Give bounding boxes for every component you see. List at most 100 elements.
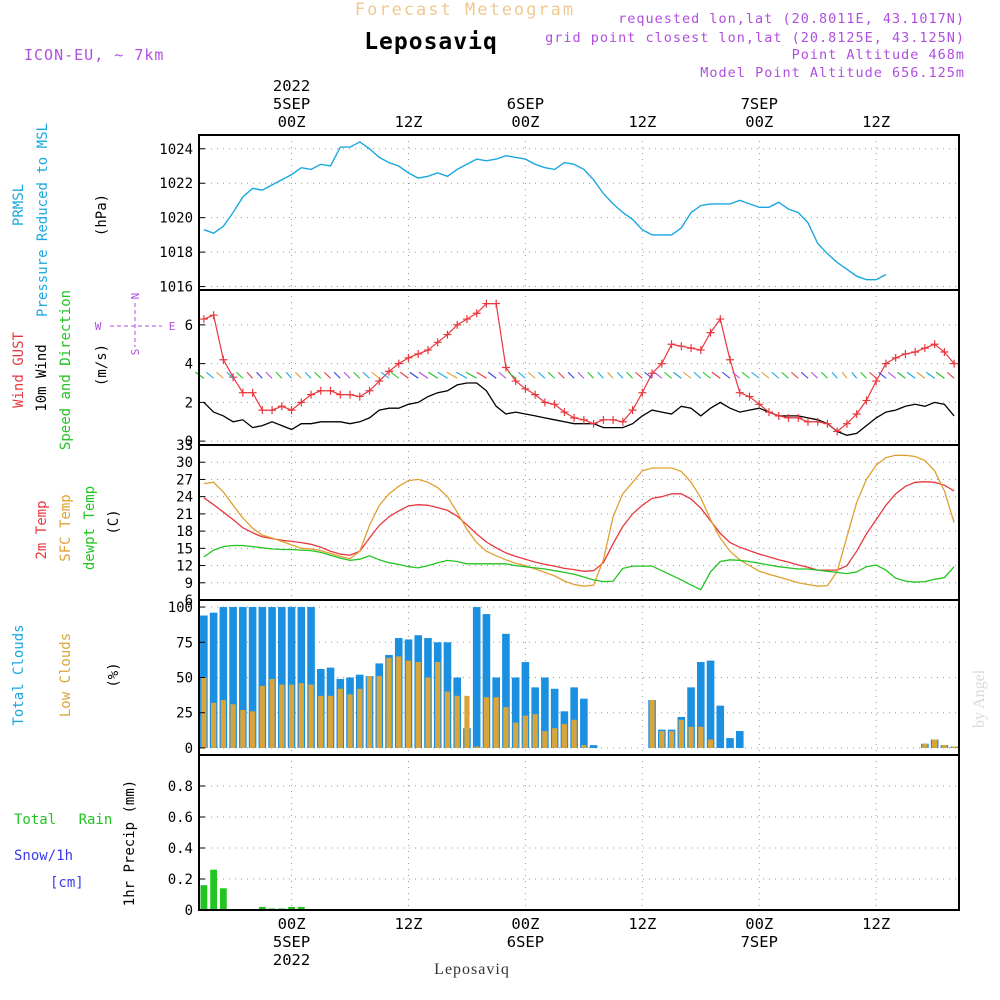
- gust-marker: [901, 349, 910, 358]
- low-cloud-bar: [668, 731, 675, 748]
- precip-legend-rain: Total Rain: [14, 812, 112, 828]
- wind-direction-arrow: [527, 371, 536, 379]
- requested-coords: requested lon,lat (20.8011E, 43.1017N): [618, 11, 965, 27]
- total-cloud-bar: [589, 745, 598, 748]
- gust-marker: [385, 367, 393, 376]
- low-cloud-bar: [444, 691, 451, 748]
- ytick-label-pressure-0: 1016: [159, 280, 193, 296]
- top-time-label-2-0: 6SEP: [507, 95, 544, 113]
- top-time-label-3-0: 12Z: [628, 113, 656, 131]
- bottom-time-label-3-0: 12Z: [628, 915, 656, 933]
- ytick-label-pressure-4: 1024: [159, 142, 193, 158]
- axis-layer: 1016101810201022102402466912151821242730…: [159, 77, 890, 969]
- wind-direction-arrow: [427, 371, 439, 379]
- bottom-time-label-0-2: 2022: [273, 951, 310, 969]
- wind-direction-arrow: [216, 371, 224, 379]
- gust-marker: [677, 342, 686, 351]
- total-cloud-bar: [268, 607, 276, 748]
- low-cloud-bar: [552, 728, 558, 748]
- wind-direction-arrow: [371, 371, 380, 379]
- gust-marker: [316, 386, 325, 395]
- temp-label-dew: dewpt Temp: [82, 486, 98, 570]
- wind-direction-arrow: [547, 371, 556, 379]
- low-cloud-bar: [542, 731, 548, 748]
- wind-direction-arrow: [294, 371, 302, 379]
- gust-marker: [570, 413, 579, 422]
- gust-marker: [540, 398, 549, 407]
- low-cloud-bar: [308, 684, 314, 748]
- low-cloud-bar: [318, 695, 324, 748]
- wind-panel-labels: Wind GUST 10m Wind Speed and Direction (…: [11, 290, 175, 450]
- wind-direction-arrow: [537, 371, 546, 379]
- rain-bar: [219, 888, 227, 910]
- total-cloud-bar: [521, 662, 530, 748]
- location-title: Leposaviq: [364, 29, 498, 55]
- total-cloud-bar: [278, 607, 286, 748]
- ytick-label-wind-1: 2: [185, 395, 193, 411]
- cloud-label-unit: (%): [106, 662, 122, 687]
- gust-marker: [803, 417, 812, 426]
- total-cloud-bar: [229, 607, 237, 748]
- temp-2m-line: [203, 481, 955, 572]
- gust-marker: [599, 415, 608, 424]
- low-cloud-bar: [298, 683, 304, 748]
- wind-direction-arrow: [800, 371, 809, 379]
- wind-direction-arrow: [635, 371, 643, 379]
- gust-marker: [784, 413, 793, 422]
- ytick-label-precipitation-4: 0.8: [168, 779, 193, 795]
- wind-direction-arrow: [409, 371, 419, 379]
- low-cloud-bar: [269, 678, 275, 748]
- low-cloud-bar: [951, 746, 957, 748]
- wind-direction-arrow: [476, 371, 487, 379]
- low-cloud-bar: [922, 743, 928, 748]
- gust-marker: [774, 411, 783, 420]
- gust-marker: [920, 344, 929, 353]
- gust-marker: [394, 359, 403, 368]
- ytick-label-precipitation-3: 0.6: [168, 810, 193, 826]
- panel-frame-precipitation: [198, 754, 960, 911]
- rain-bar: [288, 906, 295, 910]
- panel-frame-pressure: [198, 134, 960, 291]
- ytick-label-temperature-9: 33: [176, 438, 193, 454]
- gust-marker: [492, 299, 501, 308]
- low-cloud-bar: [503, 707, 509, 748]
- rain-bar: [200, 885, 208, 910]
- low-cloud-bar: [464, 695, 470, 748]
- wind-direction-arrow: [314, 371, 322, 379]
- low-cloud-bar: [220, 700, 226, 748]
- total-cloud-bar: [482, 614, 491, 748]
- total-cloud-bar: [209, 612, 218, 748]
- ytick-label-clouds-3: 75: [176, 635, 193, 651]
- ytick-label-clouds-4: 100: [168, 600, 193, 616]
- low-cloud-bar: [561, 724, 567, 748]
- wind-direction-arrow: [831, 371, 838, 379]
- gust-marker: [453, 320, 462, 329]
- low-cloud-bar: [678, 719, 684, 748]
- bottom-time-label-1-0: 12Z: [394, 915, 422, 933]
- low-cloud-bar: [581, 745, 587, 748]
- compass-s: S: [129, 349, 142, 356]
- cloud-label-low: Low Clouds: [58, 633, 74, 717]
- wind-direction-arrow: [487, 371, 497, 379]
- total-cloud-bar: [219, 607, 228, 748]
- ytick-label-temperature-7: 27: [176, 472, 193, 488]
- gust-marker: [287, 406, 296, 415]
- gust-marker: [648, 369, 657, 378]
- wind-direction-arrow: [508, 371, 517, 379]
- top-time-label-2-1: 00Z: [511, 113, 539, 131]
- wind-direction-arrow: [841, 371, 848, 379]
- gust-marker: [842, 419, 851, 428]
- low-cloud-bar: [240, 709, 246, 748]
- bottom-time-label-0-0: 00Z: [278, 915, 306, 933]
- wind-direction-arrow: [925, 371, 935, 379]
- low-cloud-bar: [327, 695, 334, 748]
- gust-marker: [326, 386, 335, 395]
- gust-marker: [745, 392, 754, 401]
- gust-marker: [638, 388, 647, 397]
- rain-bar: [210, 869, 218, 910]
- wind-direction-arrow: [587, 371, 595, 379]
- gust-marker: [823, 419, 832, 428]
- gust-marker: [872, 377, 881, 386]
- model-label: ICON-EU, ~ 7km: [24, 46, 164, 64]
- ytick-label-temperature-0: 6: [185, 593, 193, 609]
